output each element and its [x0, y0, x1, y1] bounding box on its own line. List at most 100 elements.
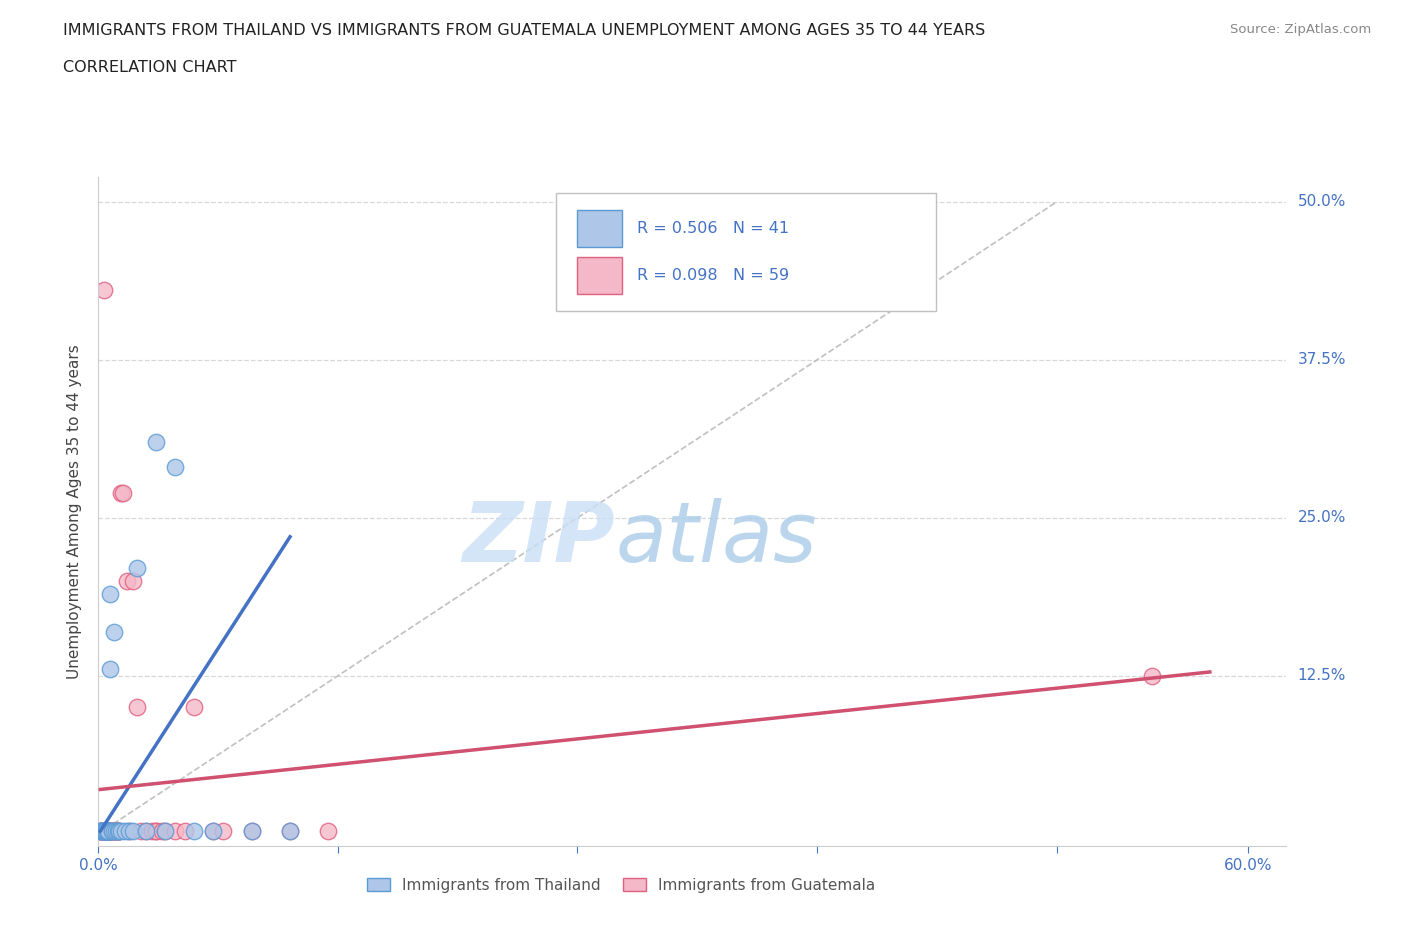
Point	[108, 824, 131, 839]
Point	[98, 586, 121, 601]
Text: R = 0.098   N = 59: R = 0.098 N = 59	[637, 268, 789, 284]
Point	[94, 824, 117, 839]
Point	[91, 824, 114, 839]
Point	[122, 824, 145, 839]
Point	[97, 824, 120, 839]
Point	[103, 824, 125, 839]
Point	[101, 824, 124, 839]
Point	[165, 459, 187, 474]
Point	[97, 824, 120, 839]
Point	[115, 574, 138, 589]
Point	[94, 824, 117, 839]
Point	[155, 824, 177, 839]
Point	[122, 574, 145, 589]
Point	[97, 824, 120, 839]
Text: R = 0.506   N = 41: R = 0.506 N = 41	[637, 221, 789, 236]
Point	[107, 824, 129, 839]
Point	[145, 824, 167, 839]
Point	[104, 824, 127, 839]
Point	[118, 824, 141, 839]
Point	[107, 824, 129, 839]
Point	[93, 824, 115, 839]
Point	[89, 824, 111, 839]
Legend: Immigrants from Thailand, Immigrants from Guatemala: Immigrants from Thailand, Immigrants fro…	[360, 871, 882, 899]
Point	[93, 824, 115, 839]
Point	[104, 824, 127, 839]
Point	[98, 824, 121, 839]
Point	[103, 624, 125, 639]
Point	[135, 824, 157, 839]
Point	[318, 824, 340, 839]
Point	[93, 824, 115, 839]
Point	[97, 824, 120, 839]
Point	[93, 824, 115, 839]
Text: Source: ZipAtlas.com: Source: ZipAtlas.com	[1230, 23, 1371, 36]
Point	[112, 485, 135, 500]
Point	[1142, 669, 1164, 684]
Point	[97, 824, 120, 839]
Point	[94, 824, 117, 839]
Point	[145, 434, 167, 449]
Point	[129, 824, 152, 839]
Text: 37.5%: 37.5%	[1298, 352, 1346, 367]
Point	[135, 824, 157, 839]
Point	[89, 824, 111, 839]
Point	[94, 824, 117, 839]
Point	[97, 824, 120, 839]
Point	[110, 485, 132, 500]
Point	[150, 824, 173, 839]
FancyBboxPatch shape	[555, 193, 936, 311]
Text: atlas: atlas	[616, 498, 817, 578]
Point	[98, 662, 121, 677]
Point	[97, 824, 120, 839]
Point	[118, 824, 141, 839]
Point	[94, 824, 117, 839]
Point	[97, 824, 120, 839]
Point	[141, 824, 163, 839]
Point	[278, 824, 301, 839]
Point	[101, 824, 124, 839]
Point	[93, 824, 115, 839]
Text: 50.0%: 50.0%	[1298, 194, 1346, 209]
Point	[125, 561, 148, 576]
Point	[165, 824, 187, 839]
Point	[103, 824, 125, 839]
Point	[202, 824, 225, 839]
Point	[93, 283, 115, 298]
Text: CORRELATION CHART: CORRELATION CHART	[63, 60, 236, 75]
Point	[93, 824, 115, 839]
Point	[103, 824, 125, 839]
Point	[145, 824, 167, 839]
Bar	[578, 210, 623, 247]
Point	[91, 824, 114, 839]
Point	[91, 824, 114, 839]
Point	[97, 824, 120, 839]
Point	[183, 700, 205, 715]
Point	[212, 824, 235, 839]
Point	[97, 824, 120, 839]
Point	[183, 824, 205, 839]
Text: ZIP: ZIP	[463, 498, 616, 578]
Point	[155, 824, 177, 839]
Point	[173, 824, 195, 839]
Point	[91, 824, 114, 839]
Point	[97, 824, 120, 839]
Point	[94, 824, 117, 839]
Point	[97, 824, 120, 839]
Point	[240, 824, 263, 839]
Point	[107, 824, 129, 839]
Point	[101, 824, 124, 839]
Point	[98, 824, 121, 839]
Point	[91, 824, 114, 839]
Point	[97, 824, 120, 839]
Point	[104, 824, 127, 839]
Point	[114, 824, 136, 839]
Point	[101, 824, 124, 839]
Text: IMMIGRANTS FROM THAILAND VS IMMIGRANTS FROM GUATEMALA UNEMPLOYMENT AMONG AGES 35: IMMIGRANTS FROM THAILAND VS IMMIGRANTS F…	[63, 23, 986, 38]
Point	[93, 824, 115, 839]
Point	[97, 824, 120, 839]
Text: 25.0%: 25.0%	[1298, 511, 1346, 525]
Y-axis label: Unemployment Among Ages 35 to 44 years: Unemployment Among Ages 35 to 44 years	[67, 344, 83, 679]
Point	[97, 824, 120, 839]
Point	[89, 824, 111, 839]
